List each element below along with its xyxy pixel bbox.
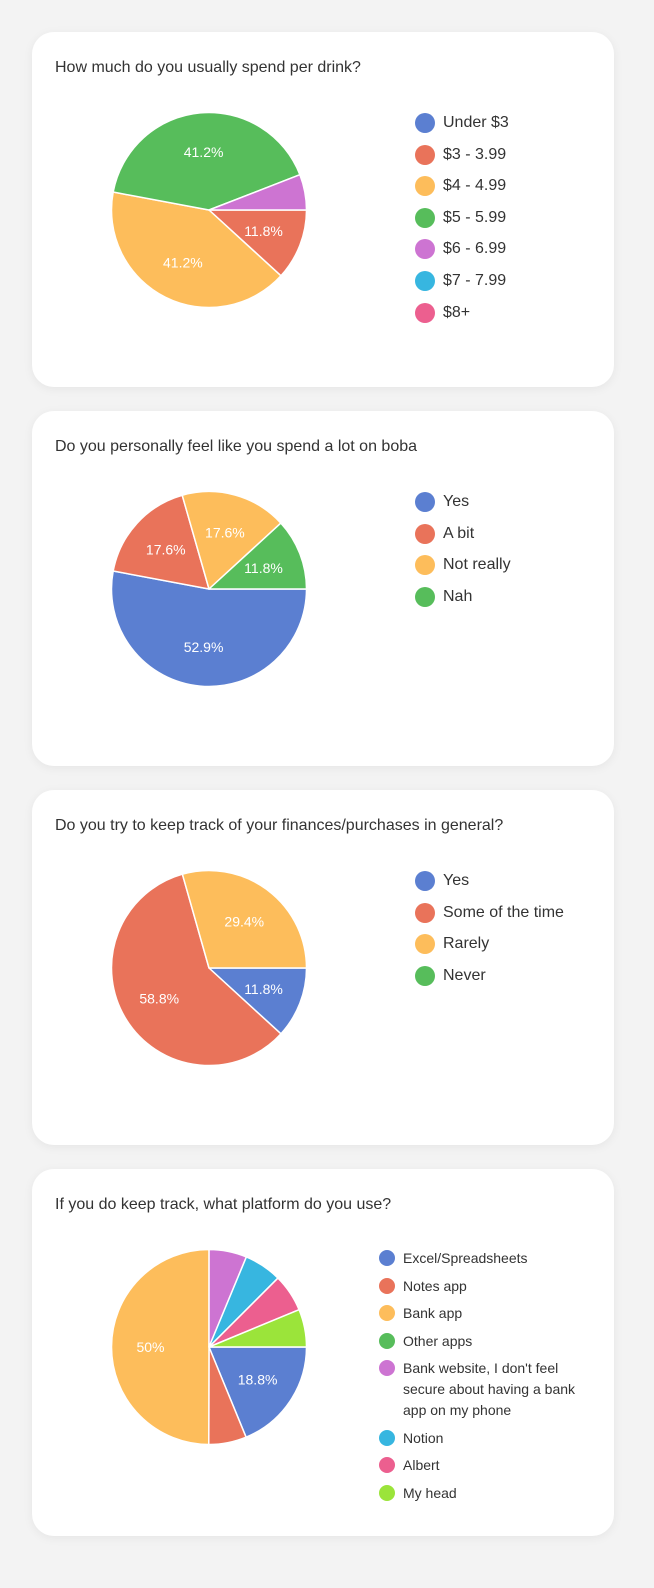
legend-label: Other apps xyxy=(403,1332,473,1349)
legend-swatch xyxy=(415,555,435,576)
legend-label: $7 - 7.99 xyxy=(443,271,507,289)
legend-swatch xyxy=(415,965,435,986)
chart-card-spend-per-drink: How much do you usually spend per drink?… xyxy=(32,32,614,387)
legend-label: Rarely xyxy=(443,935,490,953)
legend-label: Nah xyxy=(443,587,473,605)
legend-label: Albert xyxy=(403,1457,440,1473)
pie-slice-some-of-the-time xyxy=(110,873,282,1067)
chart-title: If you do keep track, what platform do y… xyxy=(55,1196,392,1213)
legend-item: My head xyxy=(379,1483,583,1504)
legend-swatch xyxy=(415,176,435,197)
pie-slice-6-6-99 xyxy=(208,173,308,211)
pie-slice-label: 18.8% xyxy=(238,1372,278,1388)
legend-swatch xyxy=(415,902,435,923)
chart-card-tracking-platform: If you do keep track, what platform do y… xyxy=(32,1169,614,1536)
legend-swatch xyxy=(379,1332,395,1349)
pie-slice-5-5-99 xyxy=(112,111,301,211)
legend-swatch xyxy=(415,207,435,228)
legend-label: $5 - 5.99 xyxy=(443,208,507,226)
pie-chart: 18.8% 50% xyxy=(110,1248,308,1446)
pie-slice-label: 41.2% xyxy=(163,254,203,270)
pie-slice-label: 52.9% xyxy=(184,639,224,655)
pie-chart: 11.8% 41.2% 41.2% xyxy=(110,111,308,309)
legend-label: Never xyxy=(443,966,486,984)
pie-slice-label: 29.4% xyxy=(224,913,264,929)
pie-slice-label: 41.2% xyxy=(184,144,224,160)
legend-label: Not really xyxy=(443,556,511,574)
legend-item: Other apps xyxy=(379,1331,583,1352)
legend-label: Yes xyxy=(443,493,470,510)
legend-label: Excel/Spreadsheets xyxy=(403,1250,528,1266)
legend-label: My head xyxy=(403,1484,457,1501)
pie-slice-not-really xyxy=(181,490,282,590)
pie-slice-label: 11.8% xyxy=(244,981,283,997)
pie-slice-label: 50% xyxy=(136,1339,164,1355)
pie-slice-3-3-99 xyxy=(208,209,308,277)
legend-swatch xyxy=(415,239,435,260)
pie-slice-yes xyxy=(110,570,308,688)
legend-swatch xyxy=(379,1457,395,1473)
legend-swatch xyxy=(415,871,435,891)
chart-card-spend-a-lot: Do you personally feel like you spend a … xyxy=(32,411,614,766)
legend-item: Excel/Spreadsheets xyxy=(379,1248,583,1269)
legend-item: Notes app xyxy=(379,1276,583,1297)
chart-title: Do you personally feel like you spend a … xyxy=(55,438,418,455)
pie-slice-label: 17.6% xyxy=(205,525,245,541)
legend-swatch xyxy=(415,934,435,955)
legend-swatch xyxy=(415,302,435,323)
legend-swatch xyxy=(379,1305,395,1321)
legend-label: Bank app xyxy=(403,1305,463,1321)
pie-slice-label: 17.6% xyxy=(146,542,186,558)
legend-label: Bank website, I don't feel secure about … xyxy=(403,1360,576,1418)
pie-slice-label: 11.8% xyxy=(244,223,283,239)
legend-label: $6 - 6.99 xyxy=(443,240,507,258)
legend-item: Bank website, I don't feel secure about … xyxy=(379,1358,583,1421)
legend-swatch xyxy=(415,586,435,607)
legend-swatch xyxy=(379,1250,395,1266)
pie-slice-bank-app xyxy=(110,1248,210,1446)
legend-swatch xyxy=(415,523,435,544)
chart-card-track-finances: Do you try to keep track of your finance… xyxy=(32,790,614,1145)
legend-item: Notion xyxy=(379,1428,583,1449)
legend-label: $3 - 3.99 xyxy=(443,145,507,163)
legend-swatch xyxy=(379,1360,395,1376)
pie-slice-a-bit xyxy=(112,494,210,590)
pie-slice-label: 11.8% xyxy=(244,560,283,576)
chart-title: Do you try to keep track of your finance… xyxy=(55,817,504,834)
legend-label: Under $3 xyxy=(443,114,509,131)
legend-item: Bank app xyxy=(379,1303,583,1324)
legend-label: Yes xyxy=(443,872,470,889)
legend-label: Notion xyxy=(403,1429,444,1446)
pie-slice-nah xyxy=(208,522,308,590)
chart-title: How much do you usually spend per drink? xyxy=(55,59,361,76)
legend-swatch xyxy=(379,1484,395,1501)
chart-legend: Excel/Spreadsheets Notes app Bank app Other… xyxy=(379,1248,583,1510)
legend-label: A bit xyxy=(443,524,475,542)
pie-chart: 11.8% 58.8% 29.4% xyxy=(110,869,308,1067)
legend-label: $4 - 4.99 xyxy=(443,177,507,195)
legend-swatch xyxy=(379,1277,395,1294)
legend-swatch xyxy=(415,492,435,512)
pie-chart: 52.9% 17.6% 17.6% 11.8% xyxy=(110,490,308,688)
pie-slice-excel-spreadsheets xyxy=(208,1346,308,1438)
legend-swatch xyxy=(415,270,435,291)
pie-slice-label: 58.8% xyxy=(139,991,179,1007)
pie-slice-my-head xyxy=(208,1308,308,1348)
pie-slice-4-4-99 xyxy=(110,191,282,309)
legend-swatch xyxy=(379,1429,395,1446)
legend-label: Some of the time xyxy=(443,903,564,921)
legend-label: $8+ xyxy=(443,303,471,321)
legend-swatch xyxy=(415,113,435,133)
legend-swatch xyxy=(415,144,435,165)
legend-item: Albert xyxy=(379,1455,583,1476)
legend-label: Notes app xyxy=(403,1277,467,1294)
pie-slice-rarely xyxy=(181,869,308,969)
pie-slice-yes xyxy=(208,967,308,1035)
